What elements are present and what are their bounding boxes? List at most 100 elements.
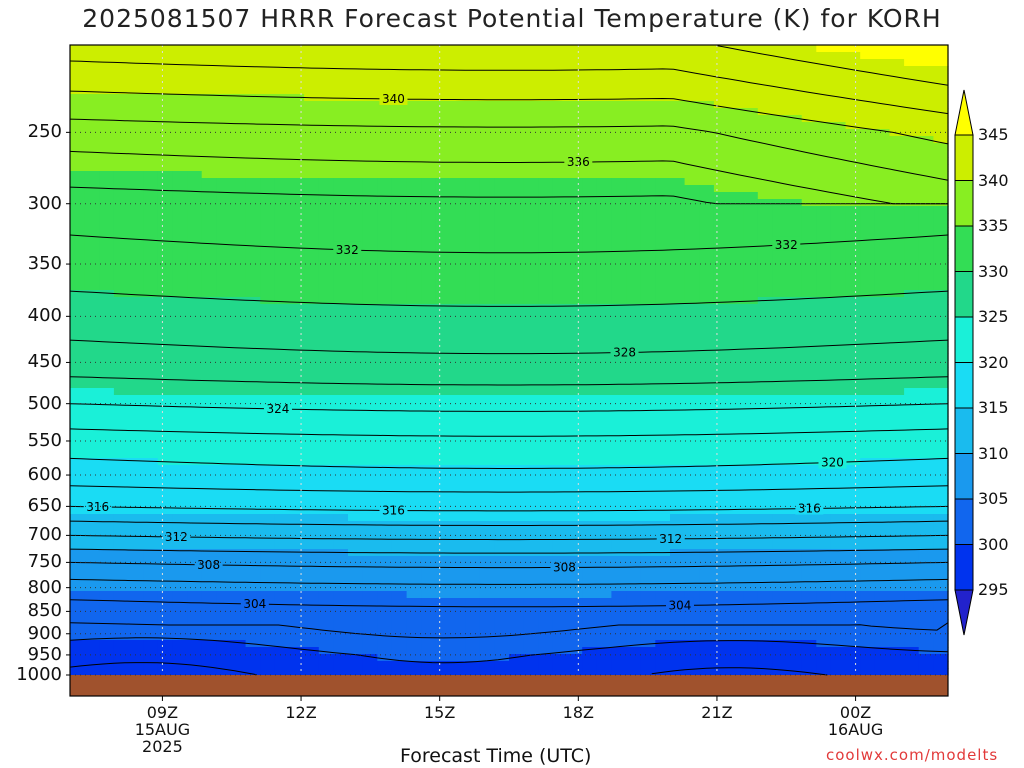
heatmap-cell — [216, 395, 232, 403]
heatmap-cell — [187, 451, 203, 459]
heatmap-cell — [860, 241, 876, 249]
heatmap-cell — [509, 185, 525, 193]
heatmap-cell — [128, 115, 144, 123]
heatmap-cell — [757, 220, 773, 228]
heatmap-cell — [245, 626, 261, 634]
heatmap-cell — [362, 227, 378, 235]
heatmap-cell — [640, 451, 656, 459]
heatmap-cell — [816, 283, 832, 291]
heatmap-cell — [801, 402, 817, 410]
heatmap-cell — [523, 206, 539, 214]
heatmap-cell — [713, 136, 730, 144]
heatmap-cell — [99, 136, 115, 144]
heatmap-cell — [113, 136, 130, 144]
heatmap-cell — [626, 297, 642, 305]
heatmap-cell — [889, 94, 905, 102]
heatmap-cell — [113, 143, 130, 151]
heatmap-cell — [713, 80, 730, 88]
heatmap-cell — [421, 416, 437, 424]
heatmap-cell — [640, 185, 656, 193]
heatmap-cell — [231, 430, 247, 438]
heatmap-cell — [728, 171, 744, 179]
heatmap-cell — [860, 304, 876, 312]
heatmap-cell — [362, 136, 378, 144]
heatmap-cell — [918, 451, 934, 459]
heatmap-cell — [816, 304, 832, 312]
heatmap-cell — [684, 227, 700, 235]
heatmap-cell — [435, 150, 451, 158]
heatmap-cell — [201, 612, 217, 620]
heatmap-cell — [348, 234, 364, 242]
heatmap-cell — [391, 52, 408, 60]
heatmap-cell — [772, 451, 788, 459]
heatmap-cell — [216, 486, 232, 494]
heatmap-cell — [567, 290, 583, 298]
heatmap-cell — [582, 220, 598, 228]
heatmap-cell — [772, 178, 788, 186]
heatmap-cell — [801, 178, 817, 186]
heatmap-cell — [582, 108, 598, 116]
heatmap-cell — [933, 66, 949, 74]
heatmap-cell — [538, 542, 554, 550]
heatmap-cell — [538, 619, 554, 627]
heatmap-cell — [84, 563, 100, 571]
heatmap-cell — [743, 311, 759, 319]
heatmap-cell — [816, 73, 832, 81]
heatmap-cell — [611, 605, 627, 613]
heatmap-cell — [684, 94, 700, 102]
heatmap-cell — [816, 150, 832, 158]
heatmap-cell — [494, 556, 510, 564]
heatmap-cell — [860, 430, 876, 438]
heatmap-cell — [772, 458, 788, 466]
heatmap-cell — [84, 339, 100, 347]
heatmap-cell — [582, 276, 598, 284]
heatmap-cell — [201, 234, 217, 242]
heatmap-cell — [552, 570, 569, 578]
heatmap-cell — [816, 437, 832, 445]
heatmap-cell — [348, 171, 364, 179]
heatmap-cell — [435, 528, 451, 536]
heatmap-cell — [304, 269, 320, 277]
heatmap-cell — [684, 472, 700, 480]
heatmap-cell — [318, 248, 334, 256]
heatmap-cell — [816, 528, 832, 536]
heatmap-cell — [933, 374, 949, 382]
heatmap-cell — [904, 164, 920, 172]
heatmap-cell — [304, 227, 320, 235]
heatmap-cell — [479, 430, 495, 438]
heatmap-cell — [904, 416, 920, 424]
heatmap-cell — [611, 528, 627, 536]
heatmap-cell — [567, 416, 583, 424]
heatmap-cell — [391, 465, 408, 473]
heatmap-cell — [260, 234, 276, 242]
heatmap-cell — [538, 451, 554, 459]
heatmap-cell — [889, 262, 905, 270]
heatmap-cell — [479, 157, 495, 165]
heatmap-cell — [845, 311, 861, 319]
heatmap-cell — [582, 619, 598, 627]
heatmap-cell — [128, 262, 144, 270]
heatmap-cell — [787, 500, 803, 508]
heatmap-cell — [787, 115, 803, 123]
heatmap-cell — [757, 528, 773, 536]
heatmap-cell — [567, 374, 583, 382]
heatmap-cell — [99, 143, 115, 151]
heatmap-cell — [904, 584, 920, 592]
heatmap-cell — [552, 143, 569, 151]
heatmap-cell — [509, 605, 525, 613]
heatmap-cell — [128, 129, 144, 137]
heatmap-cell — [757, 164, 773, 172]
heatmap-cell — [845, 52, 861, 60]
heatmap-cell — [172, 549, 188, 557]
heatmap-cell — [567, 591, 583, 599]
heatmap-cell — [450, 297, 466, 305]
heatmap-cell — [99, 346, 115, 354]
heatmap-cell — [757, 619, 773, 627]
heatmap-cell — [772, 395, 788, 403]
heatmap-cell — [289, 514, 305, 522]
heatmap-cell — [670, 619, 686, 627]
heatmap-cell — [128, 416, 144, 424]
heatmap-cell — [787, 549, 803, 557]
heatmap-cell — [743, 416, 759, 424]
heatmap-cell — [933, 346, 949, 354]
